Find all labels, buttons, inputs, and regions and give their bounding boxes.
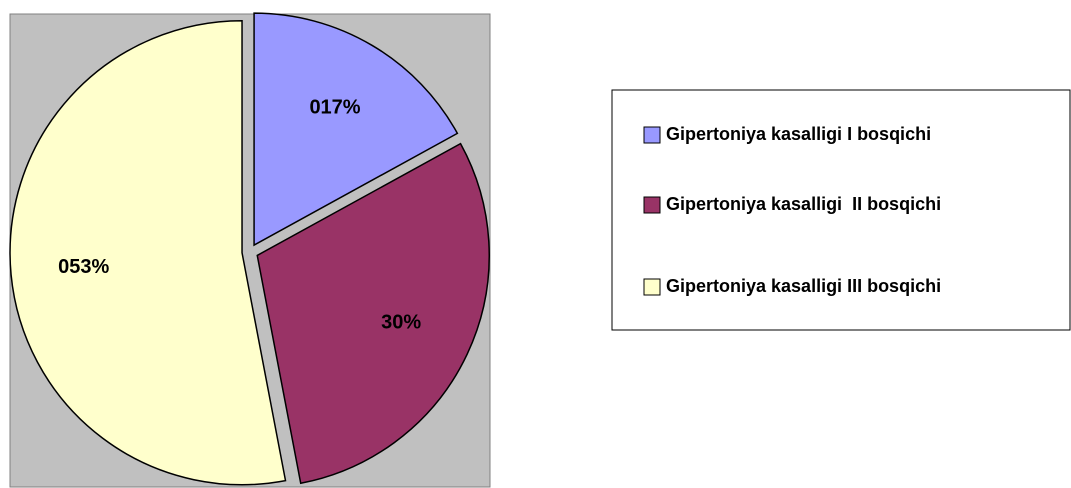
legend-label: Gipertoniya kasalligi III bosqichi [666,276,941,296]
pie-slice [9,20,287,486]
pie-slice [256,142,490,485]
legend-box [611,89,1071,331]
pie-slice [253,12,459,247]
legend-label: Gipertoniya kasalligi II bosqichi [666,194,941,214]
data-label: 053% [58,256,109,278]
legend-swatch [643,196,661,214]
legend-swatch [643,126,661,144]
data-label: 30% [381,311,421,333]
legend-label: Gipertoniya kasalligi I bosqichi [666,124,931,144]
legend-swatch [643,278,661,296]
data-label: 017% [309,97,360,119]
